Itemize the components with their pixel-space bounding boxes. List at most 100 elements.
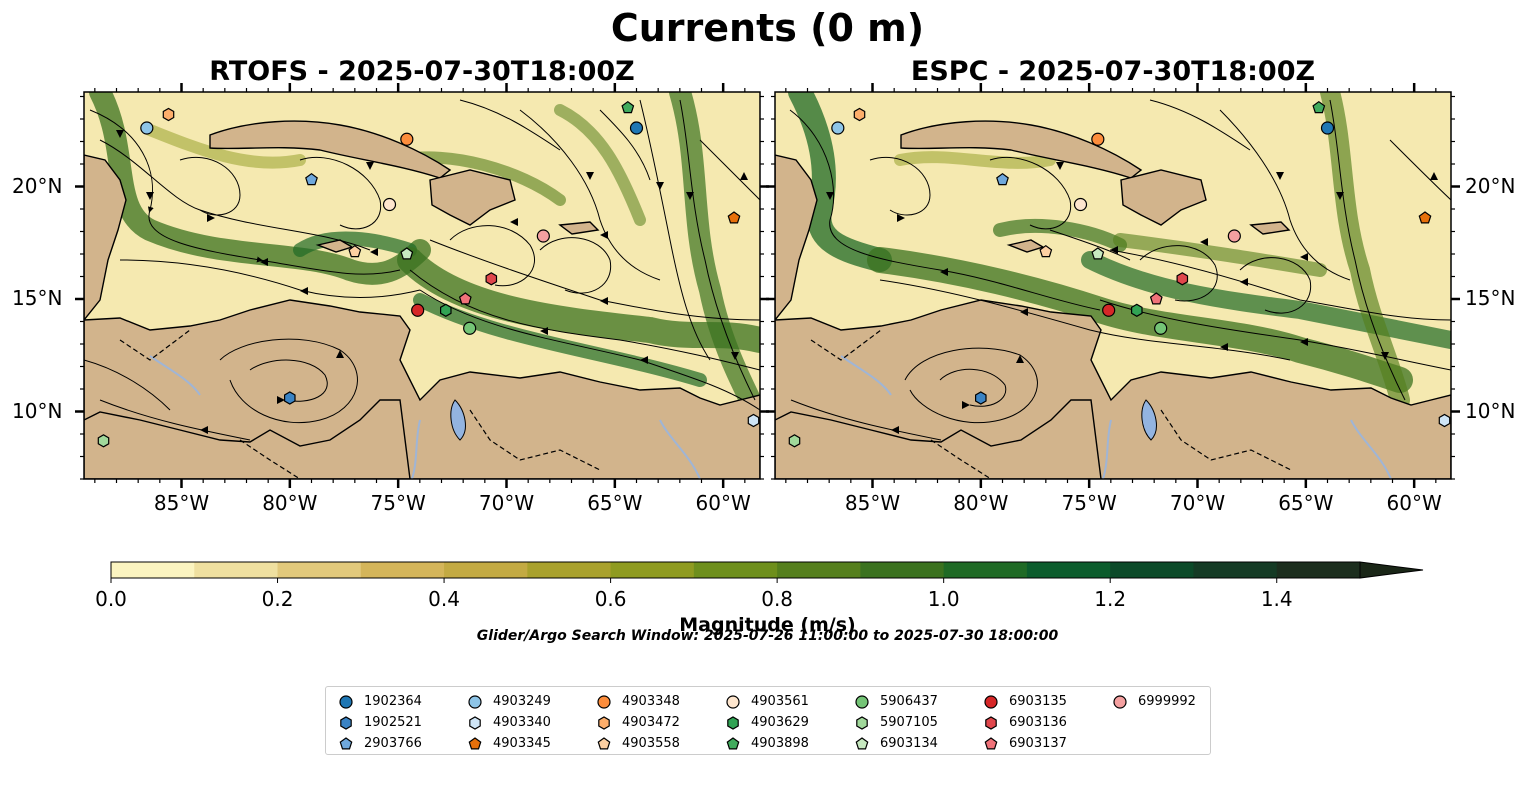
colorbar-tick-label: 0.8	[761, 587, 794, 611]
legend-label: 4903629	[751, 715, 809, 730]
legend-label: 4903340	[493, 715, 551, 730]
legend-label: 5906437	[880, 694, 938, 709]
rtofs-float-4903898	[621, 100, 635, 114]
circle-marker-icon	[339, 694, 353, 709]
espc-lake	[1141, 399, 1157, 441]
legend-item-1902521: 1902521	[338, 712, 422, 733]
hexagon-marker-icon	[856, 715, 868, 730]
rtofs-float-1902364	[629, 121, 644, 135]
rtofs-map-panel	[83, 91, 761, 480]
legend-label: 4903348	[622, 694, 680, 709]
rtofs-lake	[450, 399, 466, 441]
espc-frame	[774, 91, 1452, 480]
rtofs-lon-label: 65°W	[587, 491, 643, 515]
rtofs-float-4903558	[348, 244, 362, 258]
espc-lon-label: 70°W	[1169, 491, 1226, 515]
rtofs-stream-arrows	[116, 130, 748, 434]
espc-float-6903135	[1102, 303, 1116, 317]
espc-lat-label: 15°N	[1465, 286, 1516, 310]
espc-lon-label: 60°W	[1386, 491, 1442, 515]
colorbar-segment	[1193, 562, 1278, 578]
rtofs-float-5907105	[97, 434, 110, 448]
espc-land	[775, 120, 1451, 479]
rtofs-lat-label: 15°N	[12, 286, 63, 310]
pentagon-marker-icon	[339, 736, 353, 749]
rtofs-float-2903766	[305, 172, 318, 186]
rtofs-frame	[83, 91, 761, 480]
colorbar-segment	[277, 562, 362, 578]
legend-item-4903558: 4903558	[596, 733, 680, 754]
legend-item-6903137: 6903137	[983, 733, 1067, 754]
colorbar-segment	[777, 562, 861, 578]
rtofs-float-4903561	[382, 197, 397, 212]
legend-item-4903340: 4903340	[467, 712, 551, 733]
legend-label: 2903766	[364, 736, 422, 751]
espc-float-5907105	[788, 434, 801, 448]
colorbar-tick-label: 1.2	[1094, 587, 1127, 611]
espc-float-4903249	[831, 121, 845, 135]
rtofs-float-6999992	[536, 229, 550, 243]
rtofs-lat-label: 10°N	[12, 398, 63, 423]
legend-item-5906437: 5906437	[854, 691, 938, 712]
rtofs-float-6903136	[485, 272, 498, 286]
espc-lat-label: 20°N	[1465, 173, 1516, 198]
rtofs-float-4903340	[747, 413, 760, 428]
circle-marker-icon	[468, 694, 482, 709]
rtofs-land	[84, 120, 760, 479]
legend-label: 4903345	[493, 736, 551, 751]
espc-float-6903137	[1149, 292, 1163, 305]
espc-float-1902364	[1320, 121, 1335, 135]
espc-borders	[810, 329, 1292, 479]
hexagon-marker-icon	[727, 715, 739, 730]
espc-streamlines	[789, 99, 1451, 441]
legend-label: 6903135	[1009, 694, 1067, 709]
legend-label: 4903472	[622, 715, 680, 730]
espc-float-6903134	[1091, 247, 1105, 260]
rtofs-streamlines	[84, 99, 760, 441]
colorbar-segment	[1026, 562, 1111, 578]
colorbar-tick-label: 0.4	[428, 587, 460, 611]
rtofs-float-6903137	[458, 292, 472, 305]
rtofs-panel-title: RTOFS - 2025-07-30T18:00Z	[209, 56, 635, 87]
rtofs-float-5906437	[463, 321, 477, 335]
legend-column: 4903348 4903472 4903558	[596, 691, 680, 754]
colorbar-segment	[693, 562, 778, 578]
espc-lon-label: 80°W	[953, 491, 1009, 515]
rtofs-float-4903345	[727, 211, 741, 224]
espc-lon-label: 85°W	[844, 491, 901, 515]
legend-item-2903766: 2903766	[338, 733, 422, 754]
hexagon-marker-icon	[985, 715, 997, 730]
rtofs-rivers	[149, 355, 701, 479]
colorbar-tick-label: 1.0	[927, 587, 960, 611]
rtofs-lon-label: 85°W	[153, 491, 210, 515]
legend-item-6903135: 6903135	[983, 691, 1067, 712]
pentagon-marker-icon	[597, 736, 611, 749]
legend-column: 6903135 6903136 6903137	[983, 691, 1067, 754]
legend-label: 4903558	[622, 736, 680, 751]
legend-label: 4903561	[751, 694, 809, 709]
hexagon-marker-icon	[469, 715, 481, 730]
rtofs-borders	[119, 329, 601, 479]
legend-item-6903134: 6903134	[854, 733, 938, 754]
espc-stream-arrows	[826, 162, 1438, 434]
colorbar-segment	[610, 562, 695, 578]
rtofs-lon-label: 70°W	[478, 491, 535, 515]
espc-float-4903898	[1312, 100, 1326, 114]
espc-float-4903348	[1091, 132, 1105, 146]
legend-label: 1902364	[364, 694, 422, 709]
legend-label: 6903134	[880, 736, 938, 751]
espc-lon-label: 65°W	[1278, 491, 1334, 515]
espc-panel-title: ESPC - 2025-07-30T18:00Z	[910, 56, 1316, 87]
pentagon-marker-icon	[726, 736, 740, 749]
legend-item-4903472: 4903472	[596, 712, 680, 733]
legend-label: 6999992	[1138, 694, 1196, 709]
espc-float-4903340	[1438, 413, 1451, 428]
circle-marker-icon	[855, 694, 869, 709]
rtofs-float-4903249	[140, 121, 154, 135]
legend-item-4903629: 4903629	[725, 712, 809, 733]
colorbar-tick-label: 0.0	[95, 587, 127, 611]
espc-float-4903345	[1418, 211, 1432, 224]
espc-float-6999992	[1227, 229, 1241, 243]
legend-column: 1902364 1902521 2903766	[338, 691, 422, 754]
